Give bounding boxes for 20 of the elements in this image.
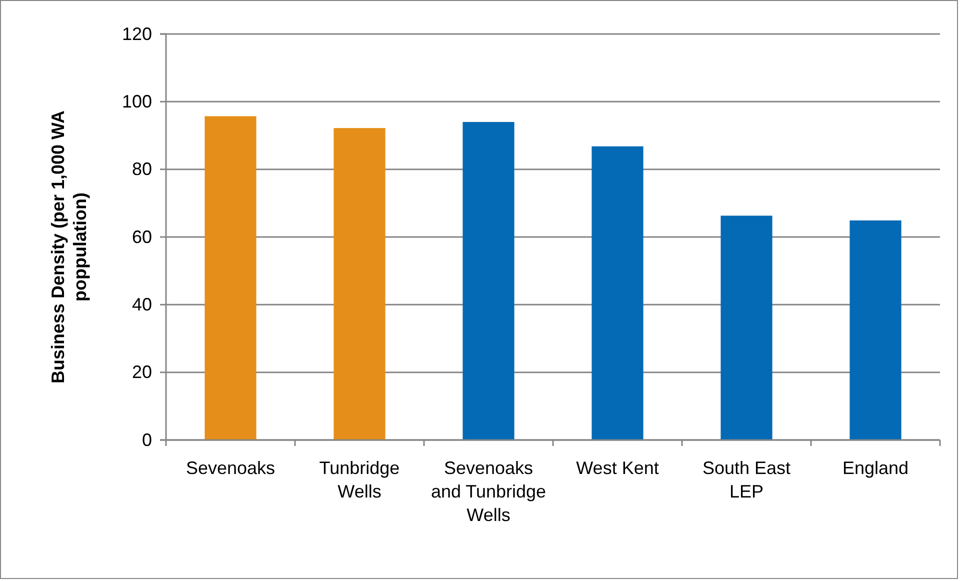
y-tick-label: 20 xyxy=(132,362,152,382)
x-tick-label: England xyxy=(842,458,909,478)
y-tick-label: 60 xyxy=(132,226,152,247)
x-tick-label: Sevenoaks and Tunbridge Wells xyxy=(430,458,546,525)
x-tick-label: West Kent xyxy=(576,458,659,478)
x-tick-label: South East LEP xyxy=(702,458,791,502)
bar xyxy=(720,216,772,440)
bar xyxy=(204,116,256,440)
bar xyxy=(850,220,902,440)
y-tick-label: 0 xyxy=(142,430,152,450)
x-tick-label: Sevenoaks xyxy=(186,458,276,478)
y-tick-label: 100 xyxy=(122,91,152,112)
y-tick-label: 120 xyxy=(122,24,152,44)
y-axis-title: Business Density (per 1,000 WA poppulation) xyxy=(48,110,90,384)
y-tick-label: 40 xyxy=(132,294,152,314)
bar xyxy=(592,146,644,440)
y-tick-label: 80 xyxy=(132,159,152,180)
bar xyxy=(462,122,514,440)
x-tick-label: Tunbridge Wells xyxy=(319,458,400,502)
bar xyxy=(334,128,386,440)
